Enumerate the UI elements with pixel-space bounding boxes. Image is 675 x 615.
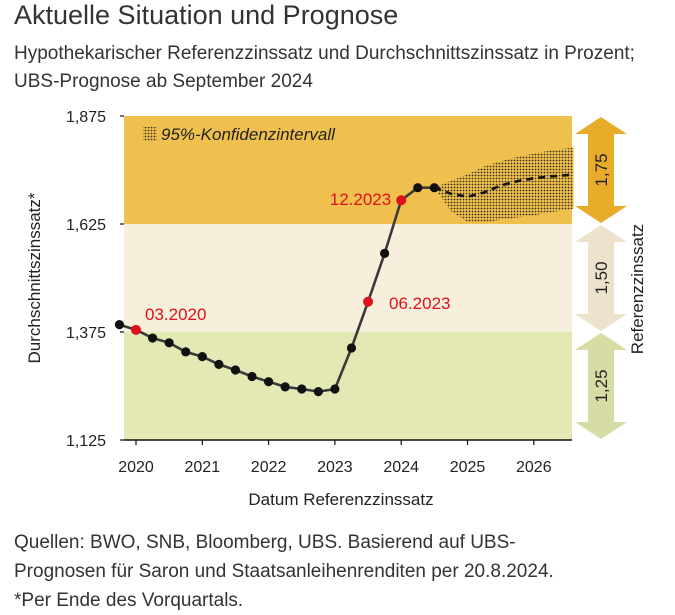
highlight-point <box>131 324 141 335</box>
data-point <box>429 183 439 193</box>
chart-footer: Quellen: BWO, SNB, Bloomberg, UBS. Basie… <box>14 528 669 615</box>
reference-rate-arrow-3 <box>575 117 627 223</box>
footer-line-2: Prognosen für Saron und Staatsanleihenre… <box>14 561 554 582</box>
x-tick-label: 2022 <box>251 459 287 476</box>
data-point <box>264 377 274 387</box>
x-tick-label: 2023 <box>317 459 353 476</box>
data-point <box>330 384 340 394</box>
data-point <box>380 248 390 258</box>
data-point <box>413 183 423 193</box>
data-point <box>197 352 207 362</box>
x-tick-label: 2021 <box>185 459 221 476</box>
footer-line-1: Quellen: BWO, SNB, Bloomberg, UBS. Basie… <box>14 532 516 553</box>
band-2 <box>124 224 572 332</box>
chart-subtitle: Hypothekarischer Referenzzinssatz und Du… <box>14 43 635 92</box>
legend-swatch-confidence <box>143 127 157 141</box>
data-point <box>114 320 125 330</box>
data-point <box>280 382 290 392</box>
y-axis-title: Durchschnittszinssatz* <box>25 192 44 363</box>
data-point <box>181 347 191 357</box>
x-tick-label: 2026 <box>516 459 552 476</box>
x-axis-title: Datum Referenzzinssatz <box>248 490 433 509</box>
reference-rate-label-3: 1,75 <box>592 153 611 186</box>
reference-rate-label-1: 1,25 <box>592 369 611 402</box>
y-tick-label: 1,875 <box>66 109 106 126</box>
data-point <box>297 384 307 394</box>
data-point <box>164 338 174 348</box>
data-point <box>346 343 357 353</box>
highlight-point <box>396 195 407 206</box>
x-tick-label: 2025 <box>450 459 486 476</box>
y-tick-label: 1,625 <box>66 217 106 234</box>
data-point <box>247 371 257 382</box>
footer-line-3: *Per Ende des Vorquartals. <box>14 590 244 611</box>
chart-title: Aktuelle Situation und Prognose <box>14 0 399 30</box>
annotation-label-2: 06.2023 <box>389 294 450 313</box>
reference-rate-label-2: 1,50 <box>592 261 611 294</box>
annotation-label-3: 12.2023 <box>330 190 391 209</box>
data-point <box>230 365 241 375</box>
reference-rate-arrow-1 <box>575 333 627 439</box>
data-point <box>214 359 224 369</box>
reference-rate-arrow-2 <box>575 225 627 331</box>
data-point <box>313 387 323 397</box>
y-tick-label: 1,125 <box>66 433 106 450</box>
series-line-forecast <box>433 173 574 199</box>
x-tick-label: 2020 <box>118 459 154 476</box>
y-tick-label: 1,375 <box>66 325 106 342</box>
data-point <box>147 333 158 343</box>
highlight-point <box>363 296 374 307</box>
legend-label-confidence: 95%-Konfidenzintervall <box>161 125 336 144</box>
x-tick-label: 2024 <box>383 459 419 476</box>
annotation-label-1: 03.2020 <box>145 305 206 324</box>
secondary-y-axis-title: Referenzzinssatz <box>628 224 647 354</box>
